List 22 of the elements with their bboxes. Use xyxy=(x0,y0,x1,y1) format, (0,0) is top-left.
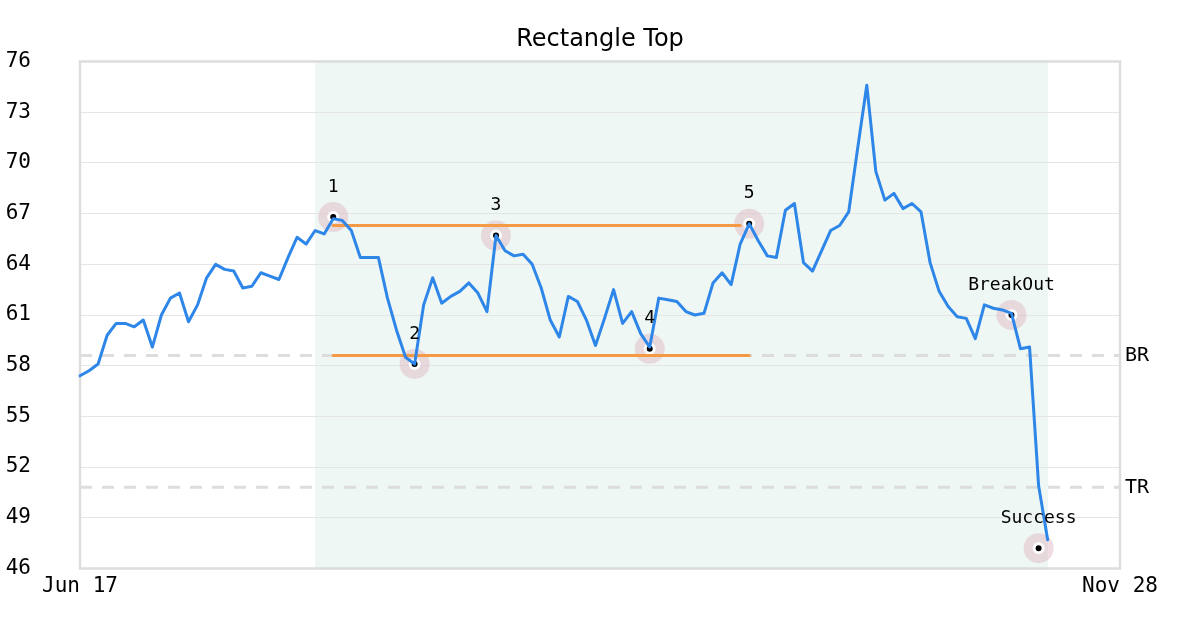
x-tick-label: Jun 17 xyxy=(42,573,118,598)
series-label: 2 xyxy=(409,321,421,343)
series-label: 4 xyxy=(644,306,656,328)
y-tick-label: 46 xyxy=(5,554,31,579)
y-tick-label: 61 xyxy=(5,301,31,326)
y-tick-label: 64 xyxy=(5,250,31,275)
series-label: 3 xyxy=(490,193,502,215)
y-tick-label: 67 xyxy=(5,200,31,225)
series-label: BreakOut xyxy=(968,272,1055,294)
y-tick-label: 52 xyxy=(5,453,31,478)
series-label: 5 xyxy=(743,181,755,203)
y-tick-label: 58 xyxy=(5,352,31,377)
y-tick-label: 76 xyxy=(5,48,31,73)
ref-line-label: BR xyxy=(1125,341,1151,366)
y-tick-label: 55 xyxy=(5,402,31,427)
ref-line-label: TR xyxy=(1125,473,1151,498)
series-label: 1 xyxy=(327,174,339,196)
x-tick-label: Nov 28 xyxy=(1082,573,1158,598)
chart-title: Rectangle Top xyxy=(516,24,684,53)
y-tick-label: 49 xyxy=(5,504,31,529)
y-tick-label: 70 xyxy=(5,149,31,174)
y-tick-label: 73 xyxy=(5,98,31,123)
